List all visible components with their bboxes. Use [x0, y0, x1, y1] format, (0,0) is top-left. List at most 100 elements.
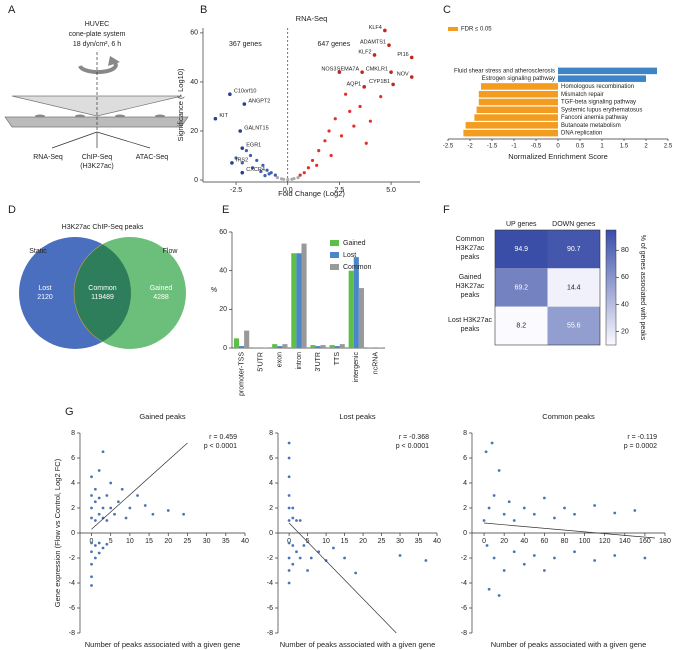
point: [97, 469, 101, 472]
point: [492, 556, 496, 560]
y-axis-label: %: [211, 287, 217, 294]
y-tick-label: 0: [71, 530, 75, 537]
set-label: Flow: [163, 248, 179, 255]
point: [259, 169, 263, 174]
point: [273, 173, 277, 177]
y-tick-label: -6: [461, 605, 467, 612]
bar: [301, 243, 307, 348]
point: [490, 441, 494, 445]
y-tick-label: -8: [461, 630, 467, 637]
bar: [474, 114, 558, 121]
x-tick-label: 120: [599, 538, 611, 545]
cell: [155, 114, 165, 118]
bar: [478, 90, 558, 98]
gene-label: C10orf10: [234, 89, 257, 95]
point: [487, 587, 491, 591]
point: [291, 562, 295, 566]
x-tick-label: -2: [467, 144, 473, 150]
chart-title: Common peaks: [542, 412, 595, 421]
bar: [478, 98, 558, 106]
legend-label: FDR ≤ 0.05: [461, 27, 492, 33]
y-tick-label: 8: [71, 430, 75, 437]
cell-label: 14.4: [567, 284, 581, 291]
x-tick-label: 0.5: [576, 144, 585, 150]
point: [364, 141, 368, 145]
category-label: Butanoate metabolism: [561, 123, 621, 129]
gene-label: CMKLR1: [366, 67, 388, 73]
point: [275, 175, 279, 180]
bar: [277, 346, 283, 348]
point: [379, 95, 383, 99]
point: [282, 177, 286, 181]
region-label: Lost: [38, 285, 51, 292]
arrow-head: [108, 56, 120, 66]
point: [573, 512, 576, 516]
x-tick-label: 30: [203, 538, 211, 545]
bar: [296, 253, 302, 348]
point: [143, 504, 147, 507]
y-tick-label: 40: [219, 268, 227, 275]
labeled-point: [389, 70, 393, 74]
colorbar-label: % of genes associated with peaks: [639, 235, 646, 341]
bar: [353, 257, 359, 348]
x-tick-label: 35: [415, 538, 423, 545]
y-tick-label: 60: [190, 30, 198, 37]
row-label-box: Gained H3K27ac peaks: [456, 274, 485, 299]
point: [295, 519, 298, 522]
y-tick-label: 0: [269, 530, 273, 537]
point: [105, 519, 109, 522]
point: [327, 129, 331, 133]
x-tick-label: 20: [500, 538, 508, 545]
cell-label: 90.7: [567, 246, 581, 253]
y-tick-label: 20: [219, 306, 227, 313]
gene-label: GALNT15: [244, 125, 268, 131]
point: [287, 475, 291, 479]
x-tick-label: 30: [396, 538, 404, 545]
point: [291, 544, 295, 547]
y-tick-label: 6: [463, 455, 467, 462]
point: [263, 174, 267, 178]
labeled-point: [391, 82, 395, 87]
chart-title: RNA-Seq: [296, 14, 328, 23]
cell: [115, 114, 125, 118]
chart-title: Lost peaks: [339, 412, 376, 421]
point: [573, 550, 576, 554]
panel-letter: A: [8, 4, 16, 16]
point: [497, 594, 501, 597]
point: [358, 104, 362, 109]
y-tick-label: 8: [463, 430, 467, 437]
x-tick-label: 35: [222, 538, 230, 545]
bar: [558, 75, 646, 82]
x-tick-label: 2.5: [664, 144, 673, 150]
stat-label: p < 0.0001: [204, 443, 237, 450]
gene-label: IRS2: [236, 157, 248, 163]
point: [643, 556, 647, 560]
gene-count: 647 genes: [318, 41, 351, 48]
point: [287, 556, 291, 560]
labeled-point: [230, 161, 234, 165]
point: [128, 506, 132, 510]
category-label: DNA replication: [561, 131, 602, 137]
point: [492, 494, 496, 497]
labeled-point: [242, 102, 247, 106]
y-tick-label: 8: [269, 430, 273, 437]
gene-label: PI16: [397, 52, 408, 58]
heat-cell: [495, 268, 548, 307]
output-note: (H3K27ac): [80, 163, 113, 170]
fit-line: [484, 522, 655, 539]
panel-letter: E: [222, 204, 229, 216]
cell-label: 55.6: [567, 323, 581, 330]
gene-label: KLF2: [358, 49, 371, 55]
x-axis-label: Normalized Enrichment Score: [508, 152, 608, 161]
x-tick-label: 1: [600, 144, 604, 150]
point: [251, 166, 255, 170]
y-tick-label: 2: [71, 505, 75, 512]
x-tick-label: 180: [659, 538, 671, 545]
point: [302, 544, 306, 547]
x-tick-label: 15: [145, 538, 153, 545]
point: [613, 511, 617, 515]
cone: [11, 95, 183, 117]
column-label: UP genes: [506, 221, 537, 228]
bar: [239, 346, 245, 348]
bar: [339, 344, 345, 348]
